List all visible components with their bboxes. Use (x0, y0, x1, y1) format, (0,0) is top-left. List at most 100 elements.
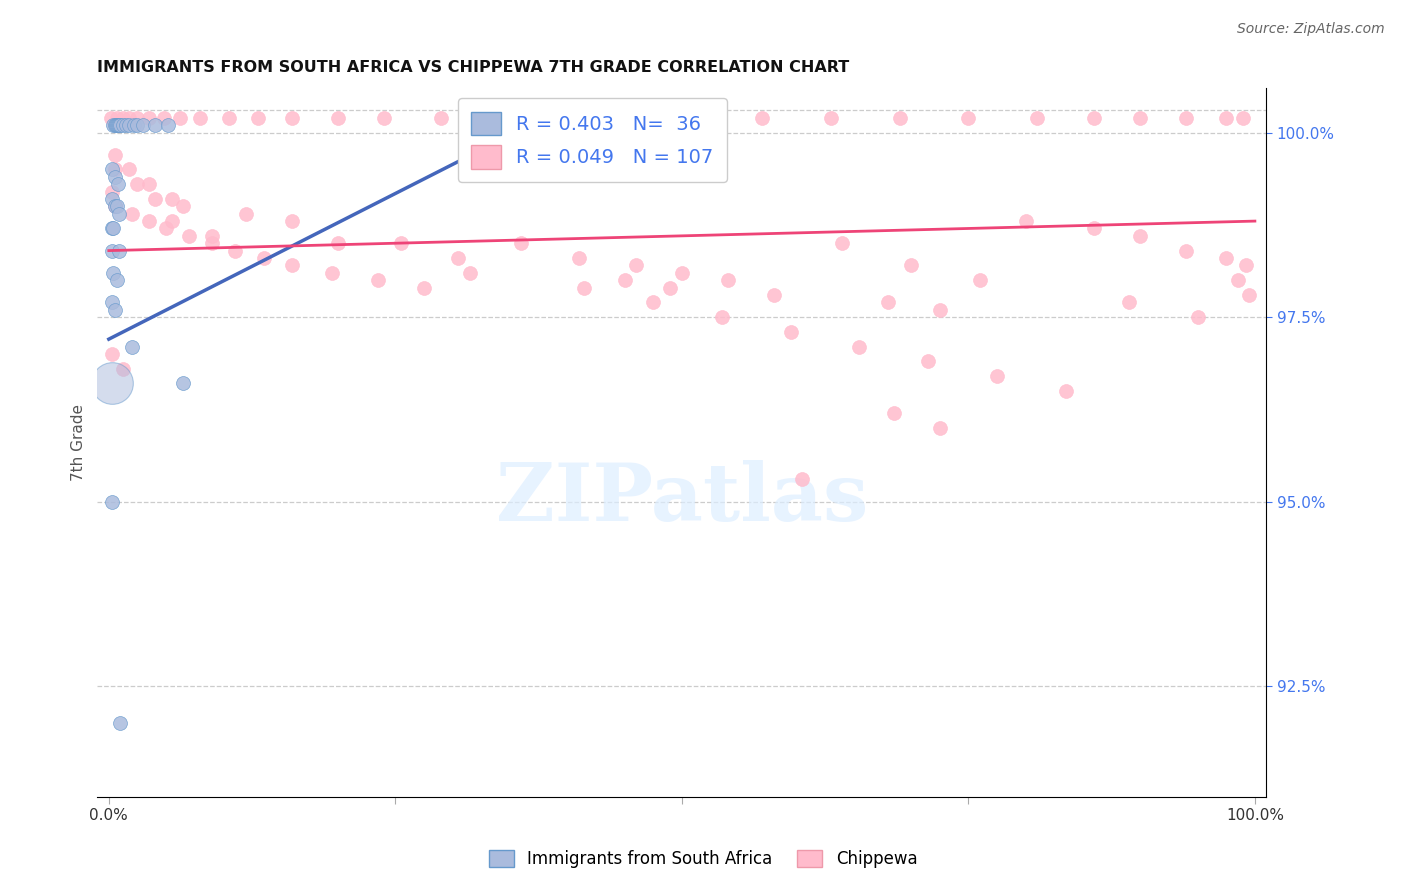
Point (1054, 384, 1077, 398)
Point (138, 111, 160, 125)
Point (104, 118, 127, 132)
Point (326, 111, 349, 125)
Point (101, 376, 124, 391)
Point (1175, 244, 1198, 258)
Point (928, 420, 950, 434)
Point (1026, 111, 1049, 125)
Point (321, 266, 343, 280)
Legend: R = 0.403   N=  36, R = 0.049   N = 107: R = 0.403 N= 36, R = 0.049 N = 107 (458, 98, 727, 182)
Point (101, 295, 124, 310)
Point (108, 118, 131, 132)
Point (121, 207, 143, 221)
Point (143, 192, 166, 206)
Point (105, 118, 128, 132)
Point (172, 199, 194, 213)
Point (682, 111, 704, 125)
Point (574, 280, 596, 294)
Point (127, 118, 149, 132)
Point (157, 118, 180, 132)
Point (224, 244, 246, 258)
Point (986, 369, 1008, 384)
Point (103, 169, 125, 184)
Point (103, 199, 125, 213)
Point (969, 273, 991, 287)
Point (118, 111, 141, 125)
Point (1237, 288, 1260, 302)
Point (1118, 295, 1140, 310)
Point (201, 228, 224, 243)
Text: ZIPatlas: ZIPatlas (496, 460, 868, 538)
Point (762, 288, 785, 302)
Point (643, 295, 665, 310)
Point (127, 177, 149, 191)
Point (659, 280, 682, 294)
Point (281, 258, 304, 272)
Point (568, 251, 591, 265)
Point (101, 244, 124, 258)
Point (326, 236, 349, 251)
Point (143, 118, 166, 132)
Point (218, 111, 240, 125)
Point (103, 221, 125, 235)
Point (957, 111, 980, 125)
Point (118, 162, 141, 177)
Point (132, 118, 155, 132)
Point (107, 177, 129, 191)
Point (110, 715, 132, 730)
Point (1215, 111, 1237, 125)
Point (373, 111, 395, 125)
Point (510, 236, 533, 251)
Point (488, 111, 510, 125)
Point (138, 177, 160, 191)
Point (1187, 310, 1209, 324)
Point (153, 111, 176, 125)
Point (1232, 111, 1254, 125)
Point (105, 111, 128, 125)
Point (101, 347, 124, 361)
Point (1014, 214, 1036, 228)
Point (108, 207, 131, 221)
Point (190, 111, 212, 125)
Point (103, 199, 125, 213)
Point (1083, 221, 1105, 235)
Point (115, 118, 138, 132)
Point (108, 244, 131, 258)
Point (172, 376, 194, 391)
Point (160, 192, 183, 206)
Point (127, 111, 149, 125)
Point (235, 207, 257, 221)
Point (624, 258, 647, 272)
Point (1215, 251, 1237, 265)
Point (917, 354, 939, 368)
Point (118, 118, 141, 132)
Point (1226, 273, 1249, 287)
Point (121, 339, 143, 353)
Point (900, 258, 922, 272)
Point (201, 236, 224, 251)
Point (281, 214, 304, 228)
Point (101, 192, 124, 206)
Point (169, 111, 191, 125)
Point (820, 111, 842, 125)
Point (101, 494, 124, 508)
Point (111, 111, 134, 125)
Point (103, 266, 125, 280)
Point (458, 266, 481, 280)
Point (122, 118, 145, 132)
Point (111, 361, 134, 376)
Point (107, 118, 129, 132)
Point (111, 118, 134, 132)
Y-axis label: 7th Grade: 7th Grade (72, 404, 86, 481)
Legend: Immigrants from South Africa, Chippewa: Immigrants from South Africa, Chippewa (482, 843, 924, 875)
Point (103, 118, 125, 132)
Point (103, 147, 125, 161)
Point (671, 266, 693, 280)
Point (177, 228, 200, 243)
Point (1129, 228, 1152, 243)
Point (751, 111, 773, 125)
Point (110, 118, 132, 132)
Point (101, 185, 124, 199)
Point (447, 251, 470, 265)
Point (613, 273, 636, 287)
Point (389, 236, 412, 251)
